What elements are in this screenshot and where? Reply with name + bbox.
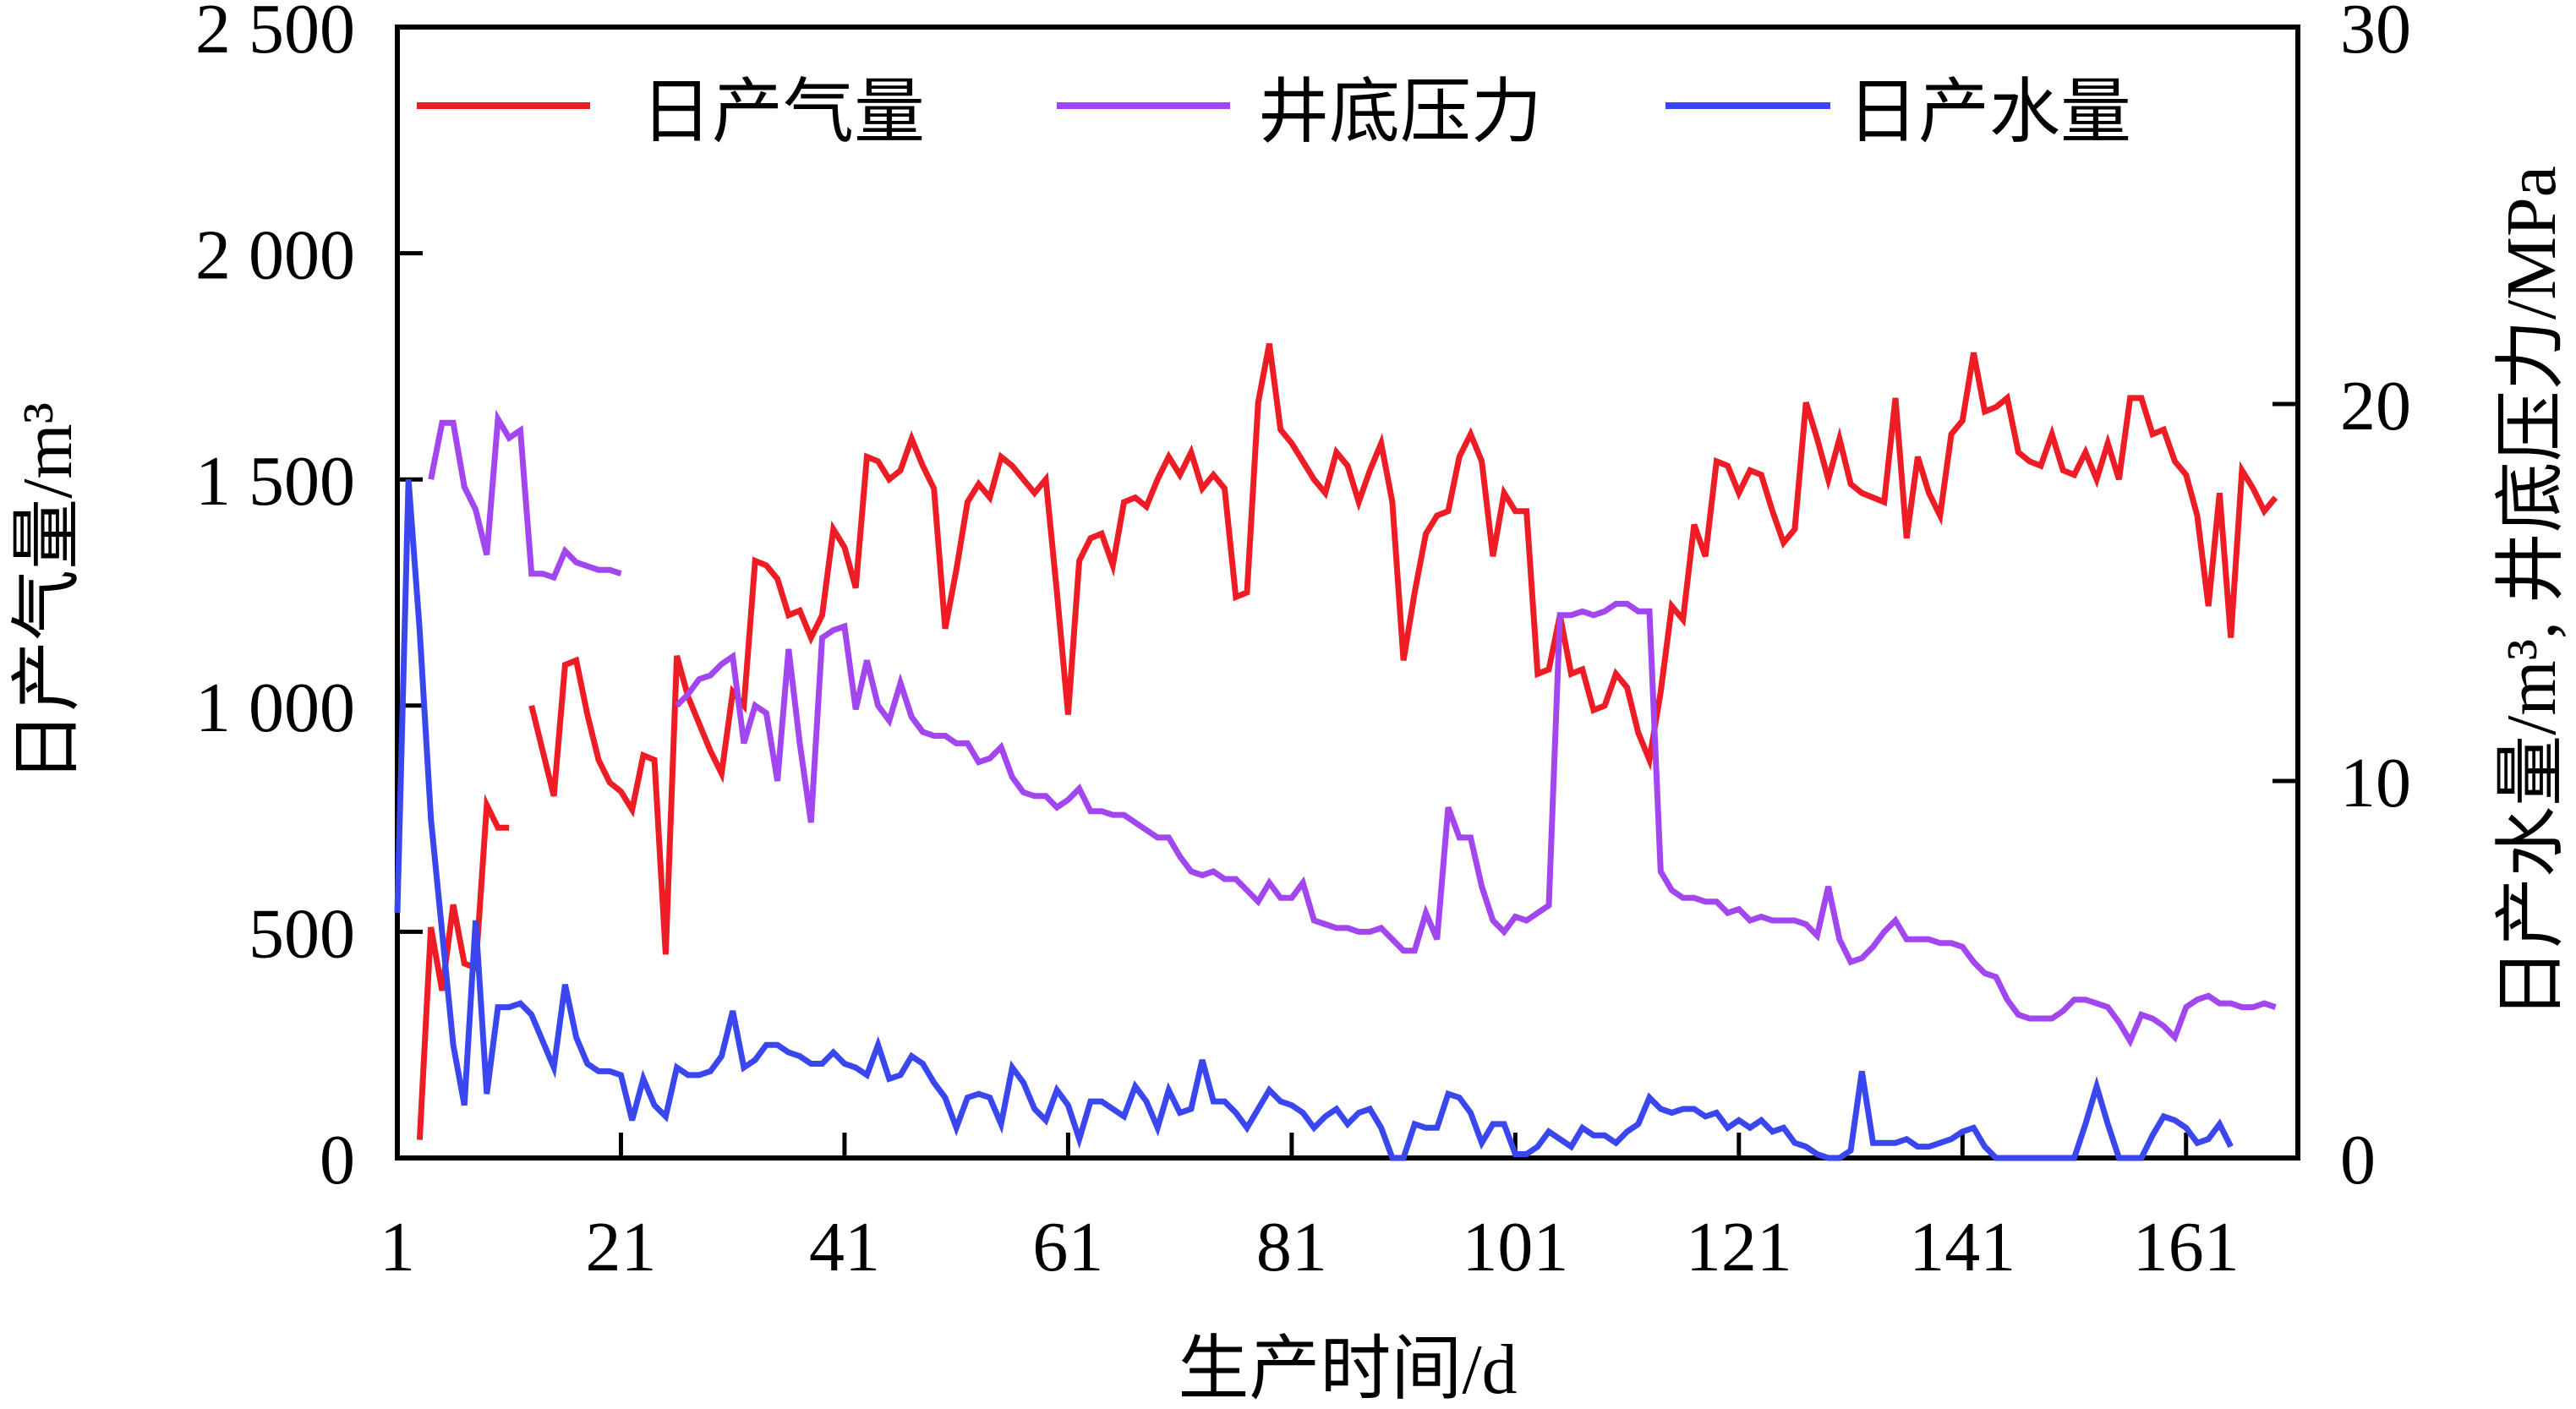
- left-y-axis-title: 日产气量/m³: [8, 402, 87, 783]
- x-tick-label: 161: [2133, 1208, 2240, 1286]
- left-tick-label: 2 000: [195, 216, 355, 295]
- legend-label-gas: 日产气量: [641, 74, 925, 152]
- series-line-gas: [528, 342, 2278, 955]
- x-tick-label: 1: [380, 1208, 415, 1286]
- right-tick-label: 0: [2340, 1121, 2376, 1199]
- left-tick-label: 1 500: [195, 442, 355, 521]
- legend-label-pressure: 井底压力: [1258, 74, 1542, 152]
- x-tick-label: 121: [1686, 1208, 1792, 1286]
- left-tick-label: 500: [249, 894, 355, 973]
- x-tick-label: 141: [1909, 1208, 2015, 1286]
- left-tick-label: 1 000: [195, 669, 355, 747]
- left-tick-label: 2 500: [195, 0, 355, 68]
- x-tick-label: 21: [585, 1208, 656, 1286]
- right-y-axis-title: 日产水量/m³, 井底压力/MPa: [2492, 166, 2571, 1019]
- right-tick-label: 30: [2340, 0, 2411, 68]
- x-axis-title: 生产时间/d: [1178, 1330, 1517, 1409]
- series-line-pressure: [675, 600, 2277, 1048]
- plot-area-frame: [395, 25, 2300, 1161]
- series-line-gas: [416, 794, 510, 1140]
- right-y-axis-ticks: 0 10 20 30: [2272, 0, 2411, 1199]
- x-tick-label: 101: [1462, 1208, 1568, 1286]
- series-line-water: [394, 478, 2234, 1161]
- right-tick-label: 20: [2340, 367, 2411, 445]
- series-line-pressure: [428, 409, 622, 582]
- legend: 日产气量 井底压力 日产水量: [417, 74, 2131, 152]
- x-tick-label: 41: [809, 1208, 880, 1286]
- series-lines: [394, 342, 2278, 1161]
- left-y-axis-ticks: 0 500 1 000 1 500 2 000 2 500: [195, 0, 423, 1199]
- x-axis-ticks: 1 21 41 61 81 101 121 141 161: [380, 1133, 2240, 1286]
- x-tick-label: 81: [1256, 1208, 1327, 1286]
- legend-label-water: 日产水量: [1847, 74, 2131, 152]
- x-tick-label: 61: [1032, 1208, 1103, 1286]
- right-tick-label: 10: [2340, 744, 2411, 822]
- left-tick-label: 0: [320, 1121, 355, 1199]
